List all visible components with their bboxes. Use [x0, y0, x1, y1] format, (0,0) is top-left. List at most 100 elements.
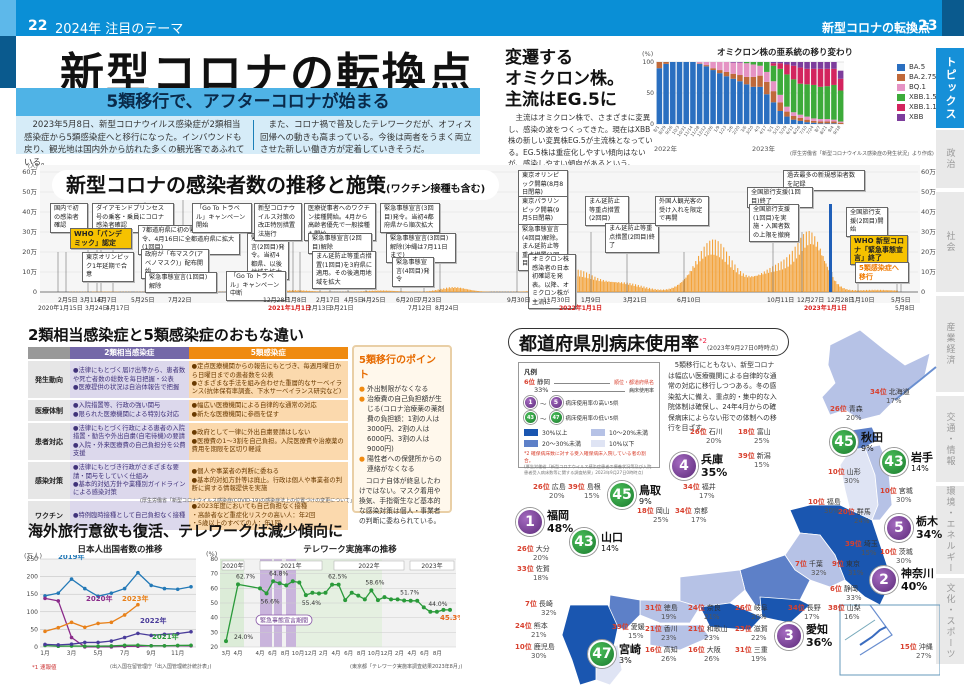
infection-title-note: (ワクチン接種も含む)	[386, 184, 486, 195]
infection-annotation: まん延防止等重点措置(1回目)を3府県に適用。その後適用地域を拡大	[312, 251, 376, 289]
prefecture-rate: 26%	[661, 655, 677, 663]
omicron-body: 主流はオミクロン株で、さまざまに変異し、感染の波をつくってきた。現在はXBB株の…	[508, 113, 653, 168]
svg-text:2021年: 2021年	[280, 562, 301, 570]
svg-text:6月: 6月	[268, 650, 277, 657]
col-header-class5: 5類感染症	[188, 347, 348, 362]
side-tab-1[interactable]: 政治	[936, 130, 964, 188]
side-tab-0[interactable]: トピックス	[936, 48, 964, 128]
svg-text:4月: 4月	[256, 650, 265, 657]
badge-rate: 9%	[861, 443, 874, 453]
badge-name: 山口	[601, 530, 623, 544]
point-item: ● 治療費の自己負担額が生じる(コロナ治療薬の薬剤費の負担額：1割の人は3000…	[359, 394, 445, 454]
prefecture-label: 20位 群馬 24%	[838, 508, 871, 526]
side-tab-2[interactable]: 社会	[936, 192, 964, 292]
omicron-heading-line: 主流はEG.5に	[505, 90, 617, 110]
side-tab-3[interactable]: 産業経済	[936, 296, 964, 392]
svg-text:62.5%: 62.5%	[328, 574, 347, 581]
prefecture-rate: 17%	[804, 613, 820, 621]
legend-low-to: 47	[549, 411, 563, 424]
prefecture-label: 33位 佐賀 18%	[517, 565, 550, 583]
prefecture-label: 9位 東京 31%	[832, 560, 864, 578]
lead-band: 2023年5月8日、新型コロナウイルス感染症が2類相当感染症から5類感染症へと移…	[16, 116, 480, 168]
svg-text:11/28: 11/28	[689, 124, 700, 137]
badge-rate: 48%	[547, 521, 574, 535]
legend-bin-label: 10〜20%未満	[609, 429, 648, 437]
prefecture-label: 10位 鹿児島 30%	[515, 643, 555, 661]
prefecture-rank: 39位	[738, 452, 755, 460]
map-date-note: (2023年9月27日0時時点)	[706, 345, 779, 352]
prefecture-rank: 24位	[688, 604, 705, 612]
svg-text:0: 0	[650, 121, 654, 128]
svg-text:緊急事態宣言期間: 緊急事態宣言期間	[260, 617, 308, 625]
prefecture-rank: 18位	[637, 507, 654, 515]
rank-circle-icon: 45	[830, 428, 858, 456]
prefecture-rank: 15位	[900, 643, 917, 651]
svg-text:2020年: 2020年	[86, 594, 112, 603]
bullet-icon: ●	[359, 385, 368, 393]
infection-x-label: 7月12日	[408, 305, 432, 312]
infection-annotation: 「Go To トラベル」キャンペーン中断	[226, 271, 286, 301]
prefecture-badge: 5 栃木 34%	[885, 514, 942, 542]
subtitle: 5類移行で、アフターコロナが始まる	[106, 92, 390, 112]
prefecture-name: 佐賀	[535, 565, 550, 573]
prefecture-rank: 26位	[533, 483, 550, 491]
svg-text:5/15: 5/15	[772, 124, 782, 135]
infection-x-label: 10月11日	[767, 297, 795, 304]
legend-low-from: 43	[524, 411, 537, 424]
prefecture-rate: 30%	[896, 557, 912, 565]
svg-text:5/29: 5/29	[778, 124, 788, 135]
prefecture-rate: 15%	[754, 461, 770, 469]
badge-rate: 9%	[639, 496, 652, 506]
prefecture-label: 10位 福島 30%	[808, 498, 841, 516]
prefecture-rank: 9位	[832, 560, 844, 568]
prefecture-rank: 10位	[515, 643, 532, 651]
map-title-text: 都道府県別病床使用率	[519, 334, 699, 355]
badge-rate: 3%	[619, 655, 632, 665]
rank-circle-icon: 1	[516, 508, 544, 536]
infection-annotation: 東京オリンピック開幕(8月8日閉幕)	[518, 170, 568, 200]
map-title-note: *2	[699, 337, 707, 345]
prefecture-rank: 24位	[515, 622, 532, 630]
legend-label: BQ.1	[909, 83, 926, 91]
prefecture-rate: 18%	[533, 574, 549, 582]
svg-text:6月: 6月	[420, 650, 429, 657]
svg-text:2月: 2月	[395, 650, 404, 657]
badge-name: 宮崎	[619, 642, 641, 656]
side-tab-4[interactable]: 交通・情報	[936, 396, 964, 482]
prefecture-rate: 15%	[584, 492, 600, 500]
infection-x-label: 5月5日	[891, 297, 911, 304]
badge-text: 栃木 34%	[916, 515, 942, 541]
svg-text:30万: 30万	[22, 228, 37, 236]
svg-text:10/31: 10/31	[676, 124, 687, 137]
legend-label: BA.2.75	[909, 73, 937, 81]
svg-text:50万: 50万	[921, 188, 936, 196]
infection-x-label: 7月23日	[418, 297, 442, 304]
prefecture-name: 東京	[845, 560, 860, 568]
side-tab-6[interactable]: 文化・スポーツ	[936, 578, 964, 664]
left-theme: 2024年 注目のテーマ	[55, 22, 184, 37]
prefecture-badge: 3 愛知 36%	[775, 622, 832, 650]
prefecture-label: 34位 福井 17%	[683, 483, 716, 501]
svg-text:7/10: 7/10	[798, 124, 808, 135]
prefecture-label: 21位 和歌山 23%	[688, 625, 728, 643]
side-tab-5[interactable]: 環境・エネルギー	[936, 486, 964, 574]
prefecture-rank: 10位	[880, 548, 897, 556]
infection-annotation: オミクロン株感染者の日本初確認を発表。以降、オミクロン株が主流に	[528, 254, 576, 309]
infection-x-label: 2021年1月1日	[268, 305, 312, 312]
prefecture-name: 奈良	[706, 604, 721, 612]
prefecture-rank: 39位	[845, 540, 862, 548]
lead-right: また、コロナ禍で普及したテレワークだが、オフィス回帰への動きも高まっている。今後…	[260, 120, 473, 155]
prefecture-rank: 26位	[517, 545, 534, 553]
svg-text:30: 30	[210, 629, 218, 636]
infection-annotation: WHO 新型コロナ「緊急事態宣言」終了	[850, 235, 908, 265]
prefecture-rate: 30%	[531, 652, 547, 660]
rank-circle-icon: 4	[670, 452, 698, 480]
prefecture-rank: 26位	[690, 428, 707, 436]
right-title: 新型コロナの転換点	[822, 21, 931, 35]
telework-chart-title: テレワーク実施率の推移	[303, 545, 397, 555]
svg-text:60万: 60万	[921, 168, 936, 176]
rank-circle-icon: 45	[608, 481, 636, 509]
prefecture-name: 徳島	[663, 604, 678, 612]
svg-text:12/12: 12/12	[696, 124, 707, 137]
infection-x-label: 5月8日	[895, 305, 915, 312]
